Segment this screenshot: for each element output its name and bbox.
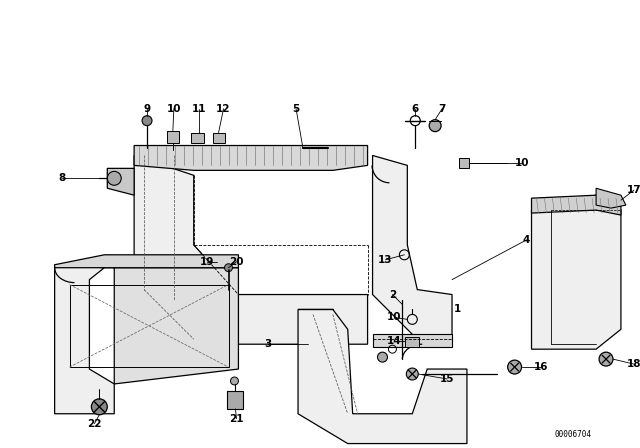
Circle shape: [108, 171, 121, 185]
Polygon shape: [191, 133, 204, 142]
Text: 13: 13: [378, 255, 393, 265]
Text: 9: 9: [143, 104, 150, 114]
Text: 1: 1: [453, 305, 461, 314]
Circle shape: [92, 399, 108, 415]
Text: 21: 21: [229, 414, 244, 424]
Text: 12: 12: [216, 104, 231, 114]
Polygon shape: [596, 188, 626, 208]
Text: 15: 15: [440, 374, 454, 384]
Text: 00006704: 00006704: [554, 430, 591, 439]
Text: 2: 2: [388, 289, 396, 300]
Text: 6: 6: [412, 104, 419, 114]
Polygon shape: [104, 265, 239, 384]
Polygon shape: [372, 334, 452, 347]
Text: 17: 17: [627, 185, 640, 195]
Polygon shape: [405, 337, 419, 347]
Text: 4: 4: [523, 235, 530, 245]
Polygon shape: [134, 155, 367, 344]
Circle shape: [378, 352, 387, 362]
Polygon shape: [372, 155, 452, 339]
Text: 10: 10: [387, 312, 402, 323]
Text: 19: 19: [200, 257, 214, 267]
Text: 22: 22: [87, 419, 102, 429]
Polygon shape: [134, 146, 367, 170]
Circle shape: [599, 352, 613, 366]
Circle shape: [142, 116, 152, 125]
Text: 10: 10: [515, 159, 529, 168]
Text: 11: 11: [191, 104, 206, 114]
Polygon shape: [167, 131, 179, 142]
Text: 7: 7: [438, 104, 446, 114]
Polygon shape: [54, 265, 115, 414]
Polygon shape: [298, 310, 467, 444]
Text: 5: 5: [292, 104, 300, 114]
Text: 10: 10: [166, 104, 181, 114]
Text: 3: 3: [264, 339, 272, 349]
Text: 18: 18: [627, 359, 640, 369]
Circle shape: [429, 120, 441, 132]
Polygon shape: [54, 255, 239, 268]
Text: 20: 20: [229, 257, 244, 267]
Circle shape: [225, 264, 232, 271]
Text: 14: 14: [387, 336, 402, 346]
Polygon shape: [531, 195, 621, 215]
Polygon shape: [227, 391, 243, 409]
Polygon shape: [459, 159, 469, 168]
Polygon shape: [531, 195, 621, 349]
Polygon shape: [108, 168, 134, 195]
Text: 8: 8: [58, 173, 65, 183]
Circle shape: [406, 368, 419, 380]
Circle shape: [230, 377, 239, 385]
Text: 16: 16: [534, 362, 548, 372]
Polygon shape: [212, 133, 225, 142]
Circle shape: [508, 360, 522, 374]
